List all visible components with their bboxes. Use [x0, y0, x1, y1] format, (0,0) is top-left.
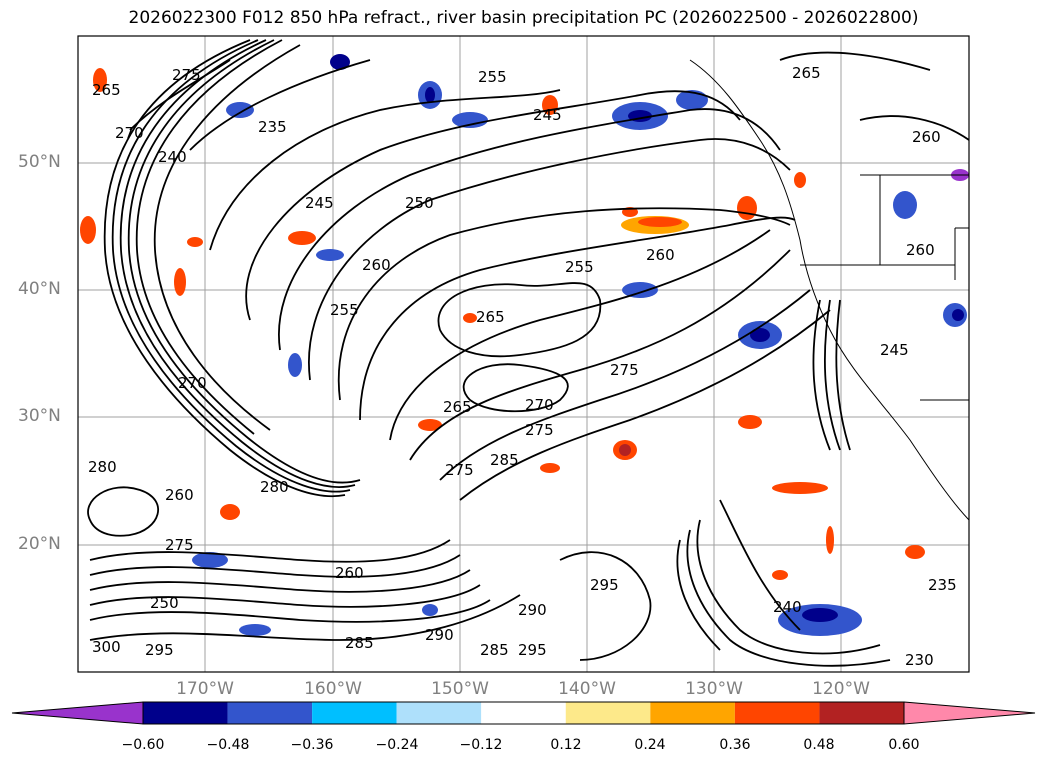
contour-label: 260: [165, 486, 194, 504]
contour-label: 240: [773, 598, 802, 616]
contour-label: 235: [258, 118, 287, 136]
contour-label: 295: [145, 641, 174, 659]
contour-label: 245: [880, 341, 909, 359]
lon-label-130w: 130°W: [685, 679, 743, 699]
contour-label: 230: [905, 651, 934, 669]
map-title: 2026022300 F012 850 hPa refract., river …: [128, 8, 919, 28]
colorbar-cell: [481, 702, 566, 724]
contour-label: 275: [445, 461, 474, 479]
contour-label: 295: [518, 641, 547, 659]
colorbar-cell: [565, 702, 651, 724]
colorbar-tick-label: 0.12: [550, 737, 582, 753]
contour-label: 275: [610, 361, 639, 379]
colorbar-tick-label: −0.36: [290, 737, 334, 753]
refractivity-contours: [87, 39, 969, 667]
colorbar-tick-label: −0.48: [206, 737, 250, 753]
coastline: [689, 59, 969, 521]
contour-labels: 275 265 270 240 235 255 245 265 260 245 …: [88, 64, 957, 669]
colorbar-cell: [227, 702, 313, 724]
contour-label: 295: [590, 576, 619, 594]
contour-label: 270: [525, 396, 554, 414]
contour-label: 300: [92, 638, 121, 656]
contour-label: 285: [490, 451, 519, 469]
map-frame: [77, 35, 970, 673]
contour-label: 270: [178, 374, 207, 392]
colorbar-cell: [650, 702, 735, 724]
colorbar-cell: [143, 702, 228, 724]
lat-label-40n: 40°N: [18, 279, 61, 299]
colorbar-tick-label: 0.48: [803, 737, 835, 753]
colorbar-extend-low: [11, 701, 144, 725]
contour-label: 285: [480, 641, 509, 659]
lon-label-160w: 160°W: [304, 679, 362, 699]
colorbar-cell: [734, 702, 820, 724]
contour-label: 250: [405, 194, 434, 212]
contour-label: 275: [525, 421, 554, 439]
contour-label: 245: [533, 106, 562, 124]
contour-label: 240: [158, 148, 187, 166]
lon-label-150w: 150°W: [431, 679, 489, 699]
contour-label: 290: [425, 626, 454, 644]
contour-label: 265: [476, 308, 505, 326]
contour-label: 275: [165, 536, 194, 554]
colorbar: [11, 701, 1036, 725]
colorbar-cell: [819, 702, 904, 724]
contour-label: 250: [150, 594, 179, 612]
contour-label: 275: [172, 66, 201, 84]
colorbar-tick-label: 0.24: [634, 737, 666, 753]
contour-label: 285: [345, 634, 374, 652]
contour-label: 260: [335, 564, 364, 582]
lat-label-50n: 50°N: [18, 152, 61, 172]
colorbar-tick-label: −0.24: [375, 737, 419, 753]
map-panel: 275 265 270 240 235 255 245 265 260 245 …: [77, 35, 970, 673]
lon-label-170w: 170°W: [176, 679, 234, 699]
contour-label: 255: [330, 301, 359, 319]
colorbar-cell: [396, 702, 482, 724]
contour-label: 260: [362, 256, 391, 274]
contour-label: 265: [792, 64, 821, 82]
colorbar-tick-label: 0.36: [719, 737, 751, 753]
contour-label: 260: [906, 241, 935, 259]
contour-label: 260: [646, 246, 675, 264]
colorbar-tick-label: −0.12: [459, 737, 503, 753]
contour-label: 280: [260, 478, 289, 496]
lon-label-140w: 140°W: [558, 679, 616, 699]
contour-label: 255: [565, 258, 594, 276]
lat-label-30n: 30°N: [18, 406, 61, 426]
contour-label: 255: [478, 68, 507, 86]
colorbar-tick-label: −0.60: [121, 737, 165, 753]
contour-label: 265: [92, 81, 121, 99]
lat-label-20n: 20°N: [18, 534, 61, 554]
colorbar-cell: [312, 702, 397, 724]
contour-label: 235: [928, 576, 957, 594]
contour-label: 290: [518, 601, 547, 619]
precip-anomaly-fill: [80, 54, 969, 636]
colorbar-tick-label: 0.60: [888, 737, 920, 753]
contour-label: 265: [443, 398, 472, 416]
contour-label: 280: [88, 458, 117, 476]
contour-label: 270: [115, 124, 144, 142]
colorbar-extend-high: [903, 701, 1036, 725]
lon-label-120w: 120°W: [812, 679, 870, 699]
contour-label: 260: [912, 128, 941, 146]
contour-label: 245: [305, 194, 334, 212]
